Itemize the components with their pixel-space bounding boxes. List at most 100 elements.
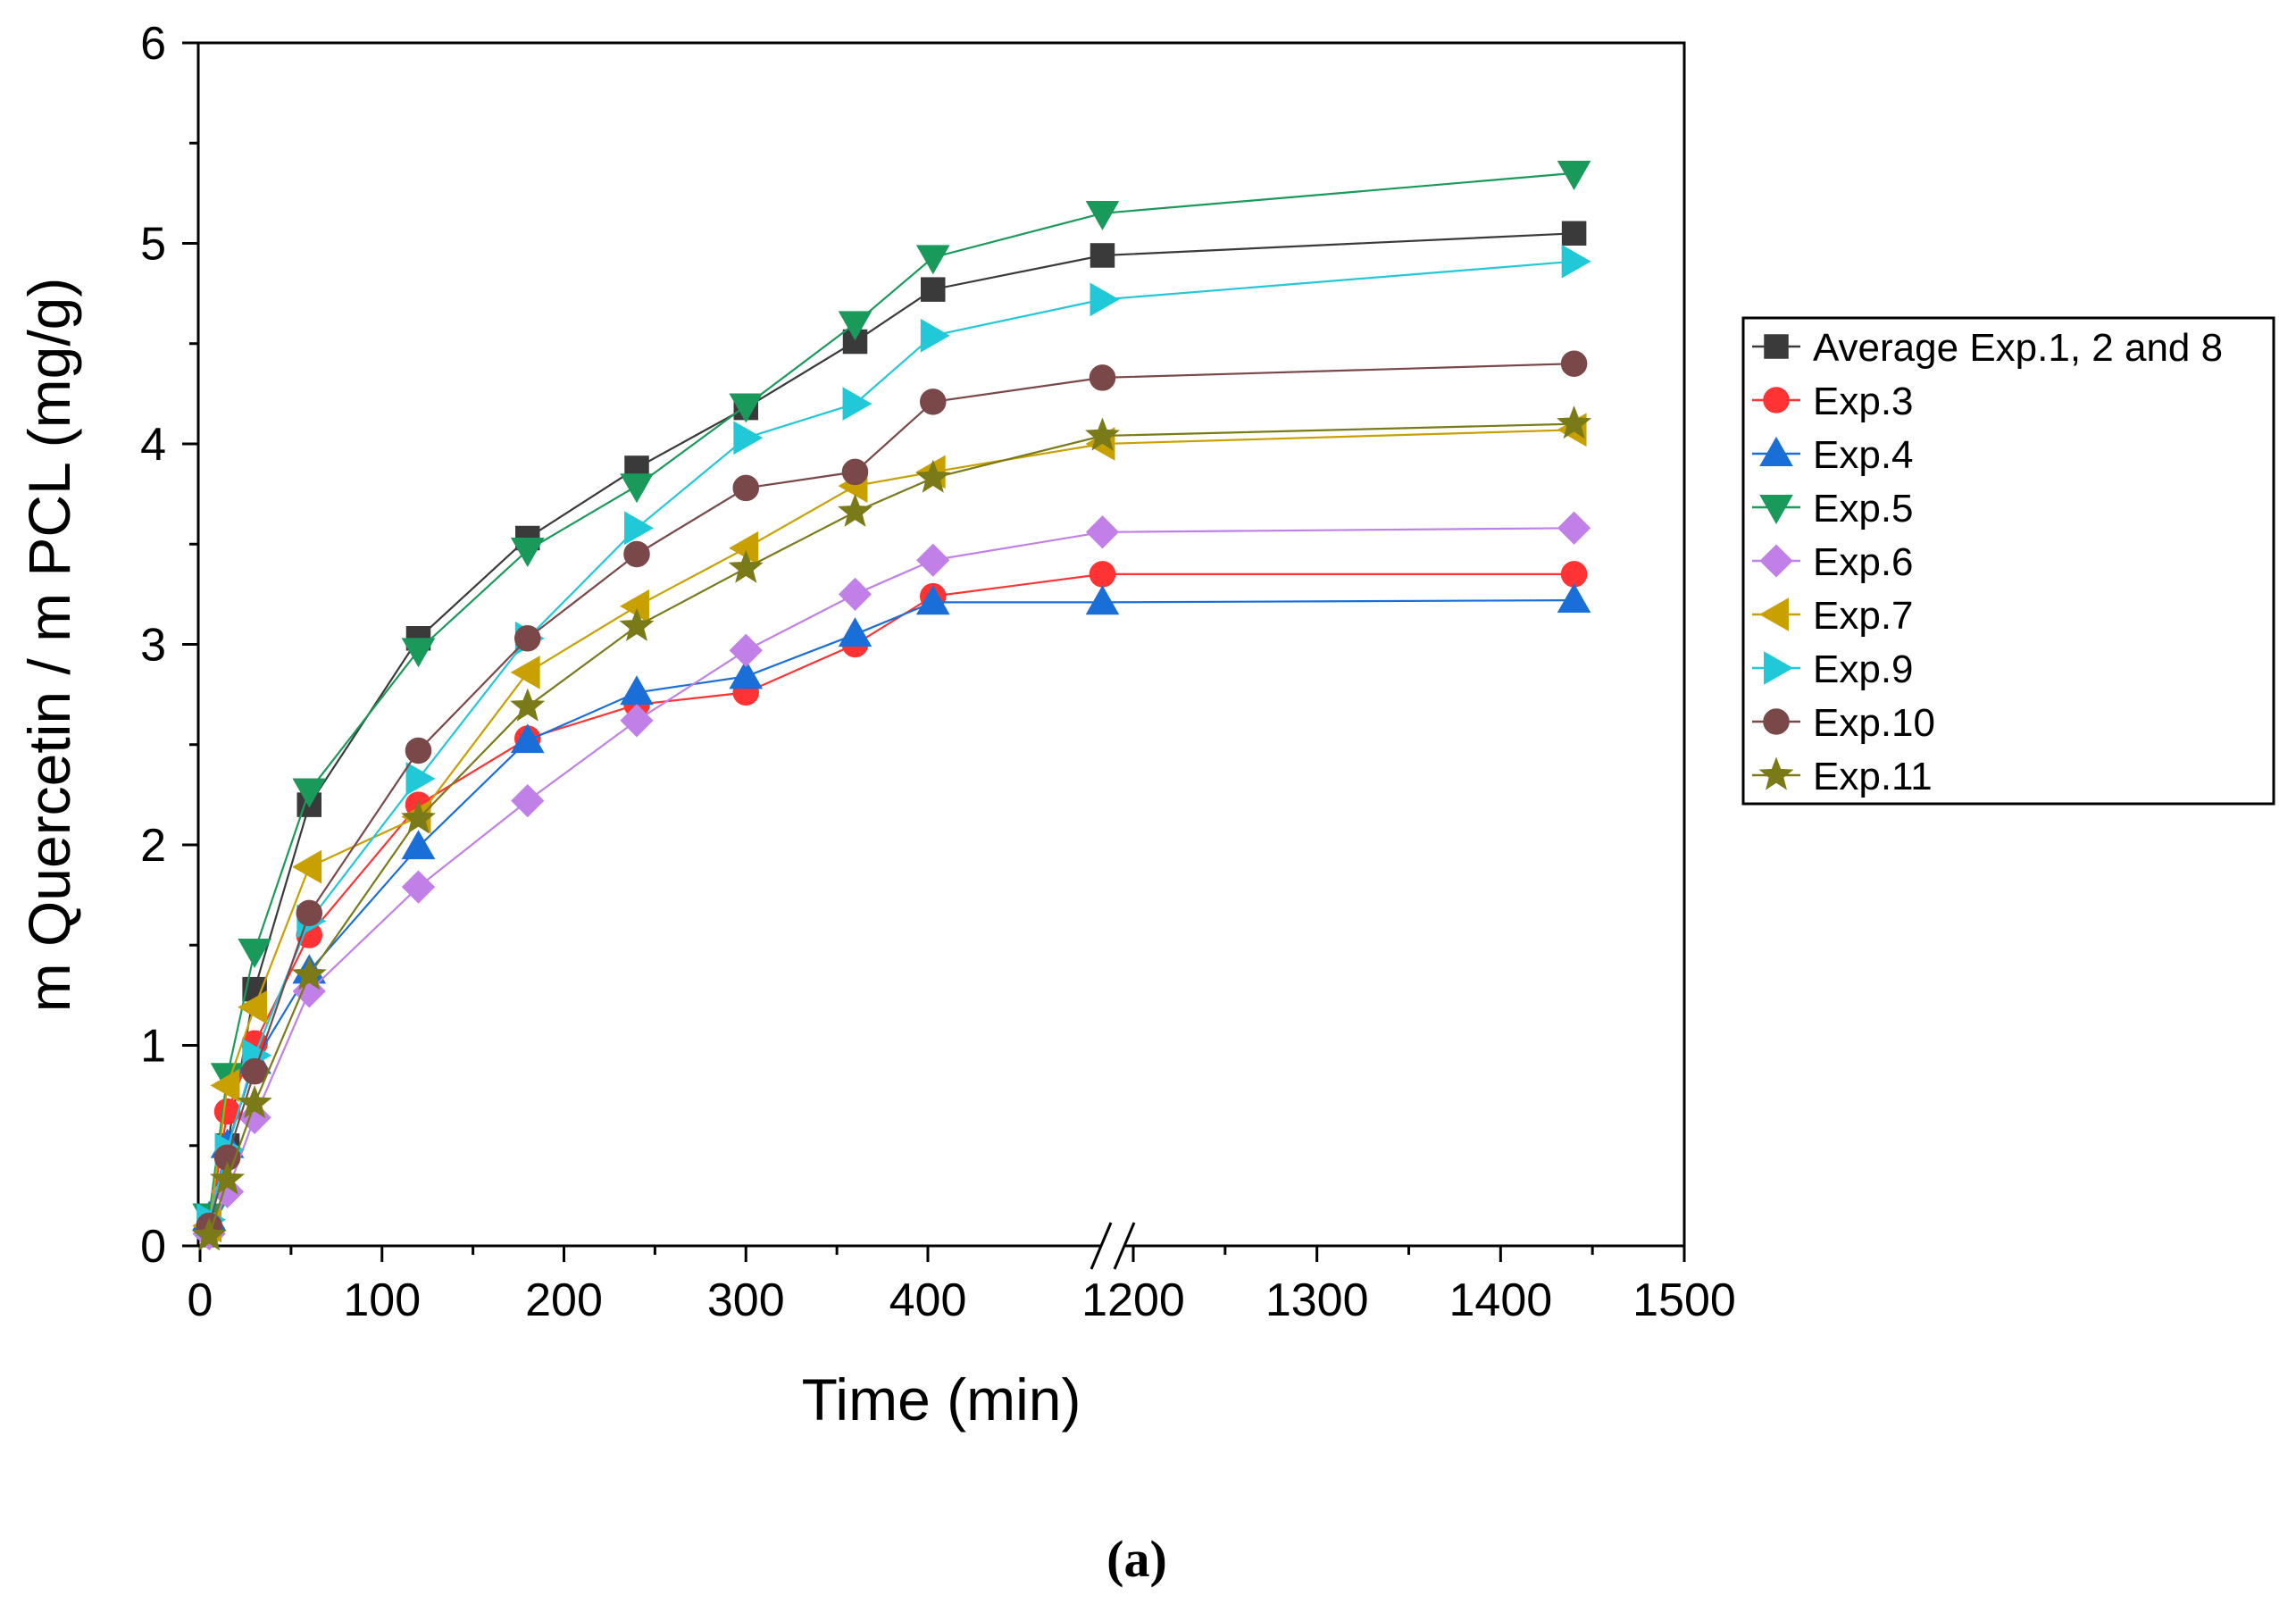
data-point [915,459,951,493]
data-point [1090,243,1115,268]
data-point [838,311,872,341]
data-point [510,656,540,689]
data-point [620,704,654,738]
x-axis-title: Time (min) [802,1366,1081,1433]
data-point [729,659,764,689]
data-point [514,625,541,652]
series-layer [191,161,1592,1251]
legend-label: Exp.10 [1813,701,1935,745]
legend-box [1741,316,2275,806]
legend-label: Exp.6 [1813,540,1914,584]
data-point [237,1085,272,1119]
series-line [208,232,1574,1223]
legend-marker [1759,544,1793,578]
data-point [238,990,268,1024]
legend: Average Exp.1, 2 and 8 Exp.3 Exp.4 Exp.5 Exp… [1741,316,2275,806]
data-point [510,688,546,722]
data-point [405,762,436,796]
y-tick-label: 5 [140,219,166,271]
data-point [841,458,869,486]
x-tick-label: 0 [188,1274,213,1326]
data-point [920,318,950,353]
x-tick-label: 300 [707,1274,785,1326]
x-tick-label: 1300 [1265,1274,1369,1326]
data-point [1560,350,1588,377]
data-point [916,543,950,577]
data-point [292,849,322,884]
x-tick-label: 200 [525,1274,603,1326]
series-line [208,527,1574,1234]
figure-caption: (a) [1106,1530,1167,1588]
data-point [624,511,655,546]
data-point [1085,200,1120,230]
x-tick-label: 1500 [1632,1274,1736,1326]
data-point [1557,583,1591,614]
series-line [208,429,1574,1226]
data-point [1557,161,1591,191]
data-point [921,277,946,302]
legend-label: Exp.7 [1813,594,1914,638]
data-point [238,939,271,969]
data-point [401,638,436,668]
data-point [1560,561,1588,588]
legend-label: Exp.3 [1813,380,1914,423]
data-point [1085,417,1120,451]
data-point [842,387,872,421]
data-point [296,899,322,927]
axis-ticks: 0 1 2 3 4 5 6 0 100 200 300 400 1200 1300 1400 1500 [140,18,1736,1326]
y-tick-label: 1 [140,1021,166,1073]
series-line [208,171,1574,1216]
data-point [728,549,764,583]
data-point [1089,364,1116,391]
data-point [511,784,545,818]
legend-marker [1759,436,1793,466]
data-point [510,723,545,754]
data-point [1561,244,1591,279]
y-tick-label: 2 [140,820,166,872]
data-point [405,737,432,764]
data-point [1085,515,1120,549]
series-line [208,422,1574,1237]
legend-marker [1758,597,1789,631]
x-tick-label: 400 [889,1274,967,1326]
data-point [920,388,947,415]
legend-marker [1758,756,1794,790]
data-point [1090,282,1120,317]
data-point [838,493,872,527]
data-point [732,474,759,502]
data-point [729,393,764,423]
legend-marker [1763,387,1790,414]
axis-break-slash [1113,1222,1136,1270]
y-tick-label: 0 [140,1221,166,1273]
x-tick-label: 1200 [1081,1274,1185,1326]
data-point [1085,585,1120,615]
x-tick-label: 1400 [1449,1274,1552,1326]
data-point [915,245,950,275]
data-point [619,607,655,641]
data-point [191,1217,227,1251]
data-point [210,1068,240,1103]
legend-label: Average Exp.1, 2 and 8 [1813,326,2223,370]
axis-break-marks [1090,1222,1136,1270]
data-point [401,870,436,904]
y-tick-label: 3 [140,620,166,672]
x-tick-label: 100 [343,1274,421,1326]
y-tick-label: 4 [140,419,166,471]
data-point [620,473,654,504]
y-tick-label: 6 [140,18,166,70]
y-axis-title: m Quercetin / m PCL (mg/g) [16,278,82,1013]
data-point [1557,511,1591,545]
data-point [1561,221,1587,246]
data-point [838,617,872,647]
data-point [623,540,650,568]
data-point [1557,405,1592,439]
plot-frame [196,41,1686,1248]
data-point [1089,561,1116,588]
legend-marker [1763,708,1790,735]
data-point [838,577,872,611]
data-point [210,1161,246,1195]
axis-break-slash [1090,1222,1113,1270]
legend-marker [1764,334,1789,359]
legend-label: Exp.11 [1813,755,1933,798]
